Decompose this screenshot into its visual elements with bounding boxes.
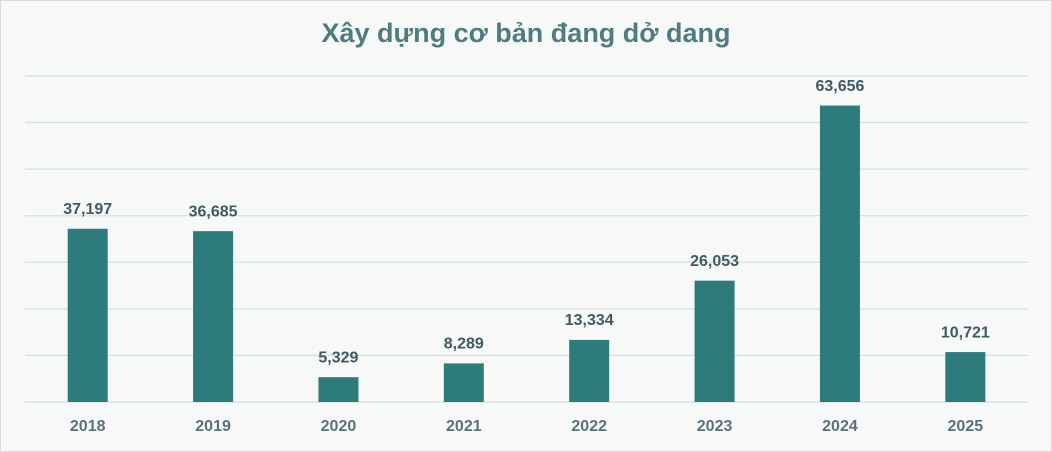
bar <box>819 105 860 402</box>
x-tick-label: 2020 <box>321 418 357 435</box>
data-label: 26,053 <box>690 253 739 270</box>
data-label: 5,329 <box>318 349 358 366</box>
x-tick-label: 2022 <box>571 418 607 435</box>
bar <box>569 339 610 402</box>
x-tick-label: 2019 <box>195 418 231 435</box>
bar <box>443 363 484 402</box>
bar <box>318 377 359 402</box>
data-label: 63,656 <box>815 78 864 95</box>
x-tick-label: 2021 <box>446 418 482 435</box>
x-tick-label: 2024 <box>822 418 858 435</box>
bar <box>193 231 234 402</box>
chart-title: Xây dựng cơ bản đang dở dang <box>322 18 731 48</box>
x-tick-label: 2025 <box>948 418 984 435</box>
bar <box>945 352 986 402</box>
x-tick-label: 2023 <box>697 418 733 435</box>
x-tick-label: 2018 <box>70 418 106 435</box>
bar <box>67 228 108 402</box>
data-label: 8,289 <box>444 336 484 353</box>
data-label: 10,721 <box>941 324 990 341</box>
data-label: 37,197 <box>63 201 112 218</box>
bar <box>694 280 735 402</box>
data-label: 36,685 <box>189 203 238 220</box>
data-label: 13,334 <box>565 312 614 329</box>
